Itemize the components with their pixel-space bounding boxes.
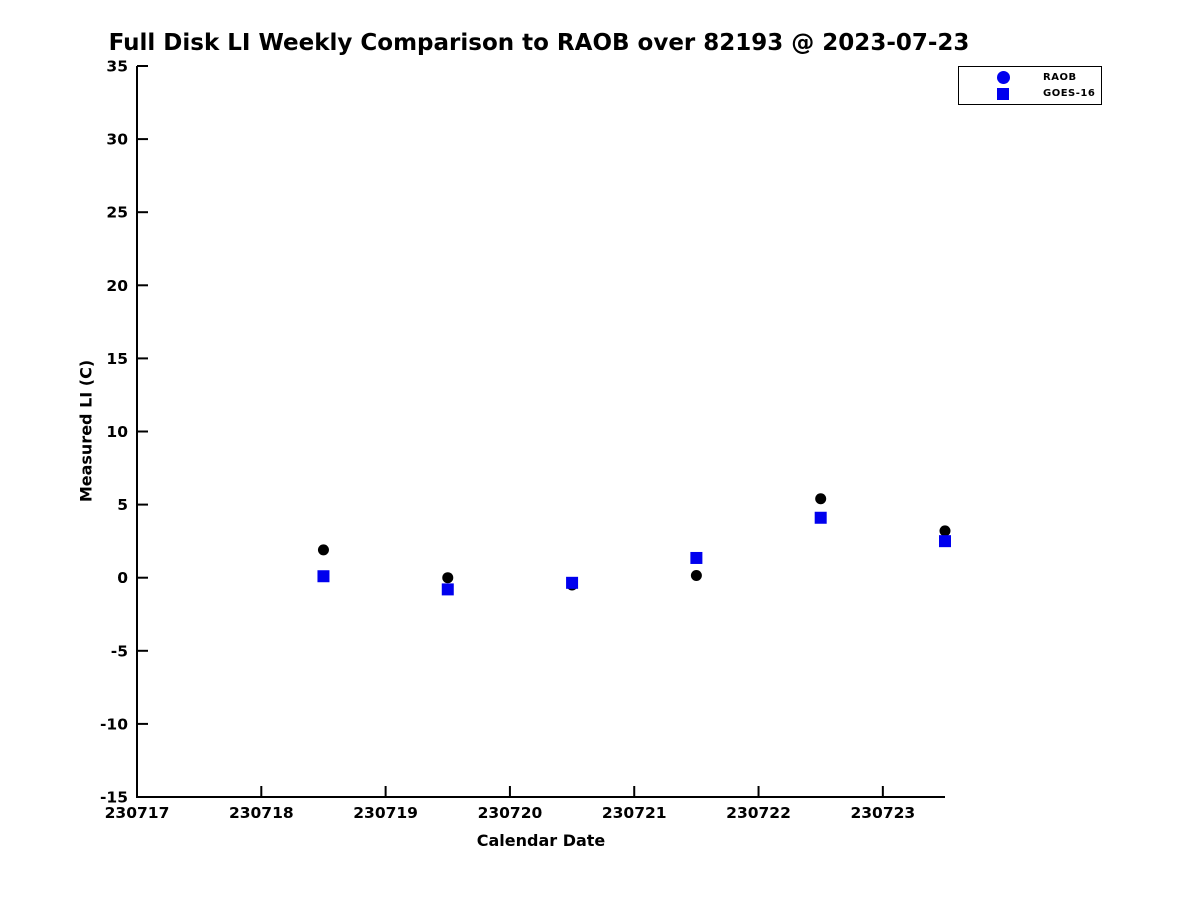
x-tick-label: 230720 [478, 804, 543, 822]
x-tick-label: 230721 [602, 804, 667, 822]
legend-entry-goes-16: GOES-16 [959, 86, 1101, 101]
data-point-goes-16 [939, 535, 951, 548]
y-tick-label: 15 [106, 350, 128, 368]
raob-circle-icon [996, 71, 1010, 84]
x-axis-label: Calendar Date [476, 831, 606, 850]
data-point-raob [815, 493, 827, 505]
y-tick-label: 35 [106, 58, 128, 76]
legend: RAOB GOES-16 [958, 66, 1102, 105]
y-tick-label: 30 [106, 131, 128, 149]
legend-label-goes-16: GOES-16 [1043, 88, 1096, 99]
legend-marker-cell [995, 70, 1011, 85]
y-tick-label: 20 [106, 277, 128, 295]
x-tick-label: 230723 [850, 804, 915, 822]
data-point-raob [690, 570, 702, 582]
data-point-raob [442, 572, 454, 584]
x-tick-label: 230722 [726, 804, 791, 822]
y-tick-label: 25 [106, 204, 128, 222]
y-tick-label: -15 [100, 789, 128, 807]
data-point-goes-16 [690, 551, 703, 564]
legend-marker-cell [995, 86, 1011, 101]
data-point-goes-16 [566, 576, 579, 589]
x-tick-label: 230717 [105, 804, 170, 822]
chart-title: Full Disk LI Weekly Comparison to RAOB o… [108, 30, 970, 56]
x-tick-label: 230718 [229, 804, 294, 822]
y-tick-label: -5 [111, 642, 128, 660]
goes-16-square-icon [997, 87, 1009, 100]
data-point-goes-16 [814, 511, 827, 524]
data-point-goes-16 [317, 570, 330, 583]
y-tick-label: 10 [106, 423, 128, 441]
legend-label-raob: RAOB [1043, 72, 1077, 83]
data-point-goes-16 [441, 583, 454, 596]
legend-entry-raob: RAOB [959, 70, 1101, 85]
y-tick-label: 5 [117, 496, 128, 514]
data-point-raob [317, 544, 329, 556]
x-tick-label: 230719 [353, 804, 418, 822]
y-tick-label: 0 [117, 569, 128, 587]
y-tick-label: -10 [100, 715, 128, 733]
data-point-raob [939, 525, 951, 537]
y-axis-label: Measured LI (C) [76, 359, 96, 503]
